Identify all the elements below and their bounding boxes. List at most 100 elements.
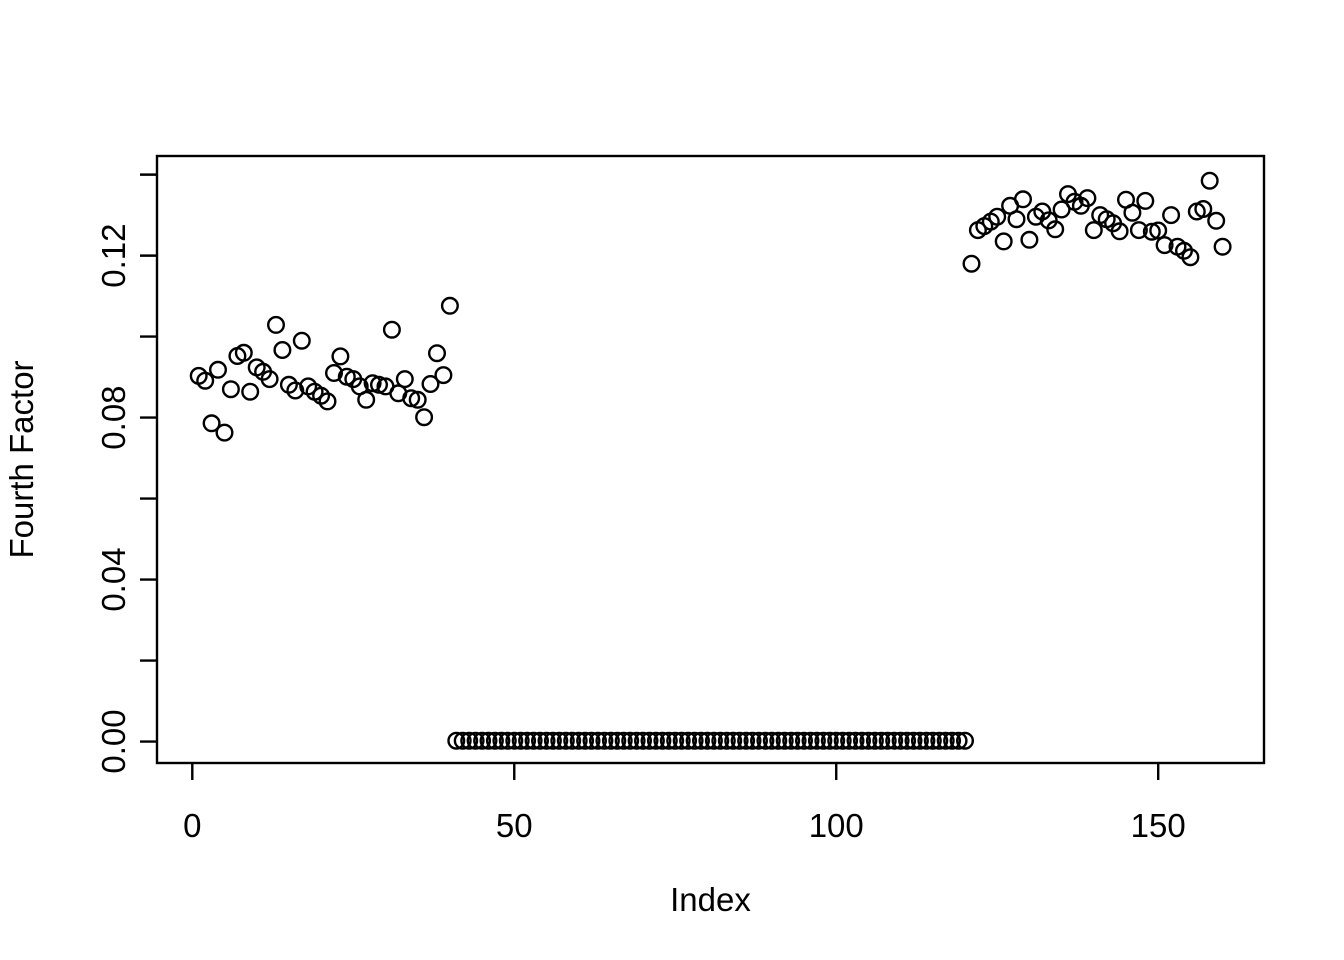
x-axis-title: Index [670,881,751,918]
x-axis-tick-label: 50 [496,807,533,844]
data-point [801,731,820,750]
data-point [1084,221,1103,240]
data-point [621,731,640,750]
data-point [511,731,530,750]
data-point [569,731,588,750]
data-point [1046,220,1065,239]
data-point [698,731,717,750]
data-point [1162,206,1181,225]
data-point [273,341,292,360]
data-point [608,731,627,750]
data-point [717,731,736,750]
data-point [537,731,556,750]
data-point [865,731,884,750]
data-point [994,232,1013,251]
data-point [750,731,769,750]
x-axis-tick-label: 0 [183,807,201,844]
data-point [672,731,691,750]
data-point [704,731,723,750]
data-point [1123,203,1142,222]
data-point [421,375,440,394]
data-point [627,731,646,750]
data-point [756,731,775,750]
y-axis-tick-label: 0.12 [95,223,132,287]
data-point [582,731,601,750]
y-axis-title: Fourth Factor [3,360,40,558]
data-point [1007,210,1026,229]
data-point [357,390,376,409]
y-axis-tick-label: 0.04 [95,547,132,611]
data-point [930,731,949,750]
data-point [234,343,253,362]
data-point [382,320,401,339]
data-point [202,414,221,433]
data-point [453,731,472,750]
data-point [653,731,672,750]
data-point [846,731,865,750]
data-point [904,731,923,750]
data-point [1014,190,1033,209]
data-point [692,731,711,750]
data-point [646,731,665,750]
data-point [208,360,227,379]
data-point [737,731,756,750]
data-point [531,731,550,750]
data-point [962,254,981,273]
data-point [1207,211,1226,230]
data-point [743,731,762,750]
data-point [428,344,447,363]
data-point [331,347,350,366]
data-point [724,731,743,750]
data-point [1136,191,1155,210]
data-point [1142,222,1161,241]
data-point [524,731,543,750]
data-point [1200,171,1219,190]
data-point [878,731,897,750]
data-point [1020,230,1039,249]
data-point [956,731,975,750]
data-point [1033,202,1052,221]
data-point [685,731,704,750]
data-point [833,731,852,750]
data-point [473,731,492,750]
data-point [659,731,678,750]
data-point [814,731,833,750]
data-point [827,731,846,750]
data-point [1155,236,1174,255]
data-point [260,370,279,389]
plot-box [155,154,1266,765]
data-point [885,731,904,750]
data-point [640,731,659,750]
data-point [943,731,962,750]
data-point [1129,221,1148,240]
data-point [1194,199,1213,218]
data-point [550,731,569,750]
data-point [543,731,562,750]
data-point [936,731,955,750]
data-point [434,366,453,385]
data-point [1052,200,1071,219]
data-point [775,731,794,750]
data-point [923,731,942,750]
data-point [1174,241,1193,260]
data-point [196,371,215,390]
data-point [601,731,620,750]
data-point [730,731,749,750]
data-point [666,731,685,750]
data-point [518,731,537,750]
y-axis-tick-label: 0.00 [95,709,132,773]
data-point [988,207,1007,226]
data-point [221,380,240,399]
data-point [872,731,891,750]
data-point [949,731,968,750]
data-point [395,370,414,389]
data-point [762,731,781,750]
data-point [595,731,614,750]
data-point [440,296,459,315]
data-point [1078,189,1097,208]
data-point [318,392,337,411]
y-axis-tick-label: 0.08 [95,385,132,449]
data-point [782,731,801,750]
